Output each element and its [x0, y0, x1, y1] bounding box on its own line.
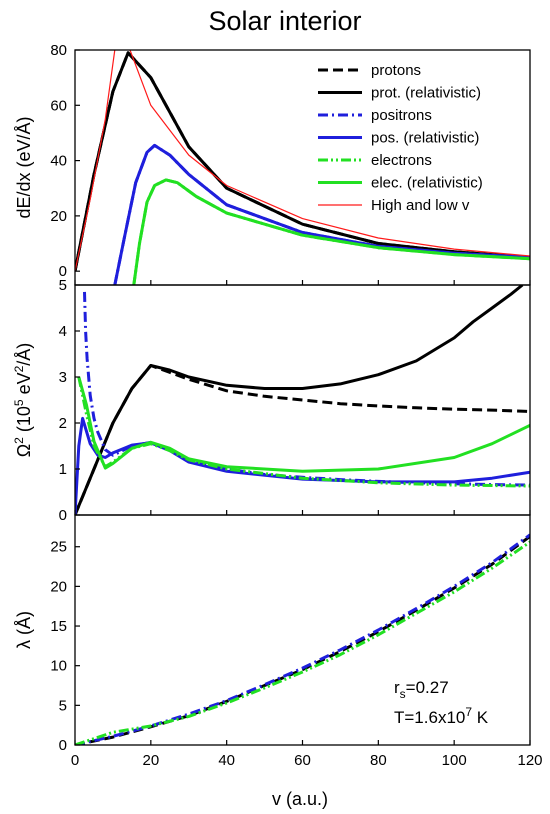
legend-label: protons: [371, 62, 421, 79]
xtick-label: 0: [71, 752, 79, 769]
series-stopping-3: [113, 143, 530, 285]
ytick-label: 5: [59, 697, 67, 714]
x-axis-label: v (a.u.): [272, 789, 328, 809]
rs-value: =0.27: [406, 678, 449, 697]
panel-stopping: 0 20 40 60 80 dE/dx (eV/Å): [14, 42, 531, 286]
panel-lambda: 0 5 10 15 20 25 0 20 40 60 80 100 120 λ (Å): [14, 514, 543, 769]
rs-symbol: r: [394, 678, 400, 697]
series-stopping-1: [75, 51, 530, 272]
legend-label: positrons: [371, 107, 432, 124]
temperature-annotation: T=1.6x107 K: [394, 705, 489, 727]
ytick-label: 4: [59, 323, 67, 340]
temperature-text: T=1.6x10: [394, 708, 465, 727]
ytick-label: 0: [59, 507, 67, 524]
ytick-label: 5: [59, 277, 67, 294]
series-omega-5: [77, 376, 530, 473]
y-axis-label-stopping: dE/dx (eV/Å): [14, 116, 34, 218]
ytick-label: 20: [50, 578, 67, 595]
series-omega-0: [75, 364, 530, 515]
rs-annotation: rs=0.27: [394, 678, 449, 701]
legend-label: prot. (relativistic): [371, 85, 481, 102]
panels: 0 20 40 60 80 dE/dx (eV/Å) 0 1 2 3 4 5 Ω2 (105 eV2/Å…: [12, 42, 543, 769]
chart-title: Solar interior: [208, 6, 361, 36]
ytick-label: 25: [50, 539, 67, 556]
legend-label: elec. (relativistic): [371, 175, 483, 192]
ytick-label: 2: [59, 415, 67, 432]
legend-label: pos. (relativistic): [371, 130, 479, 147]
series-omega-4: [77, 376, 530, 488]
ytick-label: 1: [59, 461, 67, 478]
series-group-stopping: [75, 50, 530, 285]
ytick-label: 40: [50, 153, 67, 170]
xtick-label: 120: [517, 752, 542, 769]
xtick-label: 40: [218, 752, 235, 769]
temperature-exponent: 7: [465, 705, 472, 719]
series-stopping-6: [75, 50, 116, 272]
legend-label: electrons: [371, 152, 432, 169]
rs-subscript: s: [400, 687, 406, 701]
series-omega-3: [75, 416, 530, 515]
series-lambda-2: [75, 540, 530, 745]
ytick-label: 15: [50, 618, 67, 635]
xtick-label: 20: [142, 752, 159, 769]
xtick-label: 80: [370, 752, 387, 769]
ytick-label: 0: [59, 263, 67, 280]
y-axis-label-lambda: λ (Å): [14, 611, 34, 649]
temperature-unit: K: [472, 708, 489, 727]
panel-omega: 0 1 2 3 4 5 Ω2 (105 eV2/Å): [12, 277, 531, 524]
xtick-label: 60: [294, 752, 311, 769]
ytick-label: 60: [50, 97, 67, 114]
legend: protons prot. (relativistic) positrons pos.…: [318, 62, 483, 214]
ytick-label: 80: [50, 42, 67, 59]
series-group-lambda: [75, 533, 530, 745]
series-lambda-1: [75, 533, 530, 745]
ytick-label: 10: [50, 658, 67, 675]
ytick-label: 20: [50, 208, 67, 225]
ytick-label: 3: [59, 369, 67, 386]
series-stopping-2: [113, 143, 530, 285]
series-stopping-7: [129, 50, 530, 257]
series-omega-1: [75, 285, 524, 515]
xtick-label: 100: [442, 752, 467, 769]
series-stopping-5: [132, 178, 530, 285]
legend-label: High and low v: [371, 197, 470, 214]
series-group-omega: [75, 285, 530, 515]
y-axis-label-omega: Ω2 (105 eV2/Å): [12, 343, 34, 458]
ytick-label: 0: [59, 737, 67, 754]
